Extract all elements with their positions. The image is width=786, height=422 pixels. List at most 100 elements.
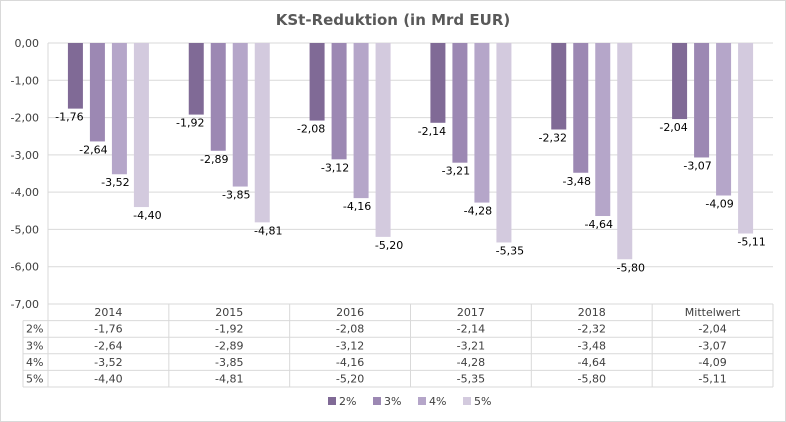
table-series-name: 5%	[26, 373, 43, 386]
bar	[67, 43, 83, 109]
bar	[617, 43, 633, 260]
y-tick-label: -4,00	[11, 186, 39, 199]
table-cell: -5,35	[457, 373, 485, 386]
table-cell: -1,76	[94, 323, 122, 336]
legend: 2% 3% 4% 5%	[328, 395, 491, 408]
data-label: -5,20	[375, 239, 403, 252]
table-category-header: 2017	[457, 306, 485, 319]
bar	[496, 43, 512, 243]
data-label: -4,40	[133, 209, 161, 222]
data-label: -4,64	[585, 218, 613, 231]
data-label: -1,92	[176, 117, 204, 130]
table-cell: -3,21	[457, 339, 485, 352]
data-label: -4,09	[705, 197, 733, 210]
data-label: -2,89	[200, 153, 228, 166]
y-tick-label: -5,00	[11, 223, 39, 236]
bar	[309, 43, 325, 121]
bar	[738, 43, 754, 234]
table-cell: -2,32	[578, 323, 606, 336]
bar	[551, 43, 567, 130]
data-label: -3,85	[222, 189, 250, 202]
data-labels: -1,76 -2,64 -3,52 -4,40 -1,92 -2,89 -3,85 -4,81…	[55, 111, 766, 275]
table-cell: -5,11	[698, 373, 726, 386]
table-cell: -3,07	[698, 339, 726, 352]
legend-swatch	[463, 397, 471, 405]
data-label: -4,16	[343, 200, 371, 213]
legend-label: 2%	[339, 395, 356, 408]
table-cell: -3,12	[336, 339, 364, 352]
bar	[254, 43, 270, 223]
bar	[89, 43, 105, 142]
y-tick-label: 0,00	[15, 37, 40, 50]
data-label: -5,35	[496, 244, 524, 257]
legend-label: 4%	[429, 395, 446, 408]
data-label: -3,48	[563, 175, 591, 188]
table-cell: -4,16	[336, 356, 364, 369]
bar	[210, 43, 226, 151]
data-label: -3,52	[101, 176, 129, 189]
data-label: -2,64	[79, 143, 107, 156]
bar	[111, 43, 127, 175]
table-category-header: 2018	[578, 306, 606, 319]
data-table: 2014 2015 2016 2017 2018 Mittelwert 2% -1,76 -1,…	[22, 303, 774, 388]
table-cell: -3,85	[215, 356, 243, 369]
table-cell: -2,89	[215, 339, 243, 352]
legend-label: 5%	[474, 395, 491, 408]
y-tick-label: -7,00	[11, 298, 39, 311]
table-cell: -2,14	[457, 323, 485, 336]
legend-label: 3%	[384, 395, 401, 408]
table-cell: -4,28	[457, 356, 485, 369]
bar	[694, 43, 710, 158]
table-category-header: 2015	[215, 306, 243, 319]
bar	[331, 43, 347, 160]
data-label: -1,76	[55, 111, 83, 124]
table-cell: -2,04	[698, 323, 726, 336]
table-cell: -4,40	[94, 373, 122, 386]
data-label: -2,32	[539, 132, 567, 145]
table-cell: -1,92	[215, 323, 243, 336]
y-tick-label: -1,00	[11, 74, 39, 87]
data-label: -4,81	[254, 224, 282, 237]
table-cell: -2,08	[336, 323, 364, 336]
bar	[353, 43, 369, 199]
legend-swatch	[418, 397, 426, 405]
data-label: -2,08	[297, 123, 325, 136]
bar	[672, 43, 688, 120]
table-series-name: 2%	[26, 323, 43, 336]
data-label: -5,11	[737, 236, 765, 249]
y-axis-ticks: 0,00 -1,00 -2,00 -3,00 -4,00 -5,00 -6,00 -7,00	[11, 37, 39, 311]
table-cell: -5,80	[578, 373, 606, 386]
table-cell: -3,48	[578, 339, 606, 352]
bar	[595, 43, 611, 217]
data-label: -2,04	[659, 121, 687, 134]
bars	[67, 43, 754, 260]
bar	[716, 43, 732, 196]
data-label: -3,07	[683, 159, 711, 172]
y-tick-label: -6,00	[11, 261, 39, 274]
table-cell: -3,52	[94, 356, 122, 369]
legend-swatch	[373, 397, 381, 405]
bar	[232, 43, 248, 187]
bar	[452, 43, 468, 163]
table-series-name: 4%	[26, 356, 43, 369]
table-cell: -2,64	[94, 339, 122, 352]
data-label: -3,21	[442, 165, 470, 178]
table-category-header: 2016	[336, 306, 364, 319]
table-series-name: 3%	[26, 339, 43, 352]
table-cell: -4,64	[578, 356, 606, 369]
legend-swatch	[328, 397, 336, 405]
data-label: -5,80	[617, 261, 645, 274]
data-label: -2,14	[418, 125, 446, 138]
bar	[188, 43, 204, 115]
bar	[375, 43, 391, 237]
table-category-header: 2014	[94, 306, 122, 319]
table-category-header: Mittelwert	[685, 306, 741, 319]
data-label: -4,28	[464, 205, 492, 218]
bar	[430, 43, 446, 123]
gridlines	[47, 42, 773, 305]
bar	[474, 43, 490, 203]
data-label: -3,12	[321, 161, 349, 174]
bar	[573, 43, 589, 173]
